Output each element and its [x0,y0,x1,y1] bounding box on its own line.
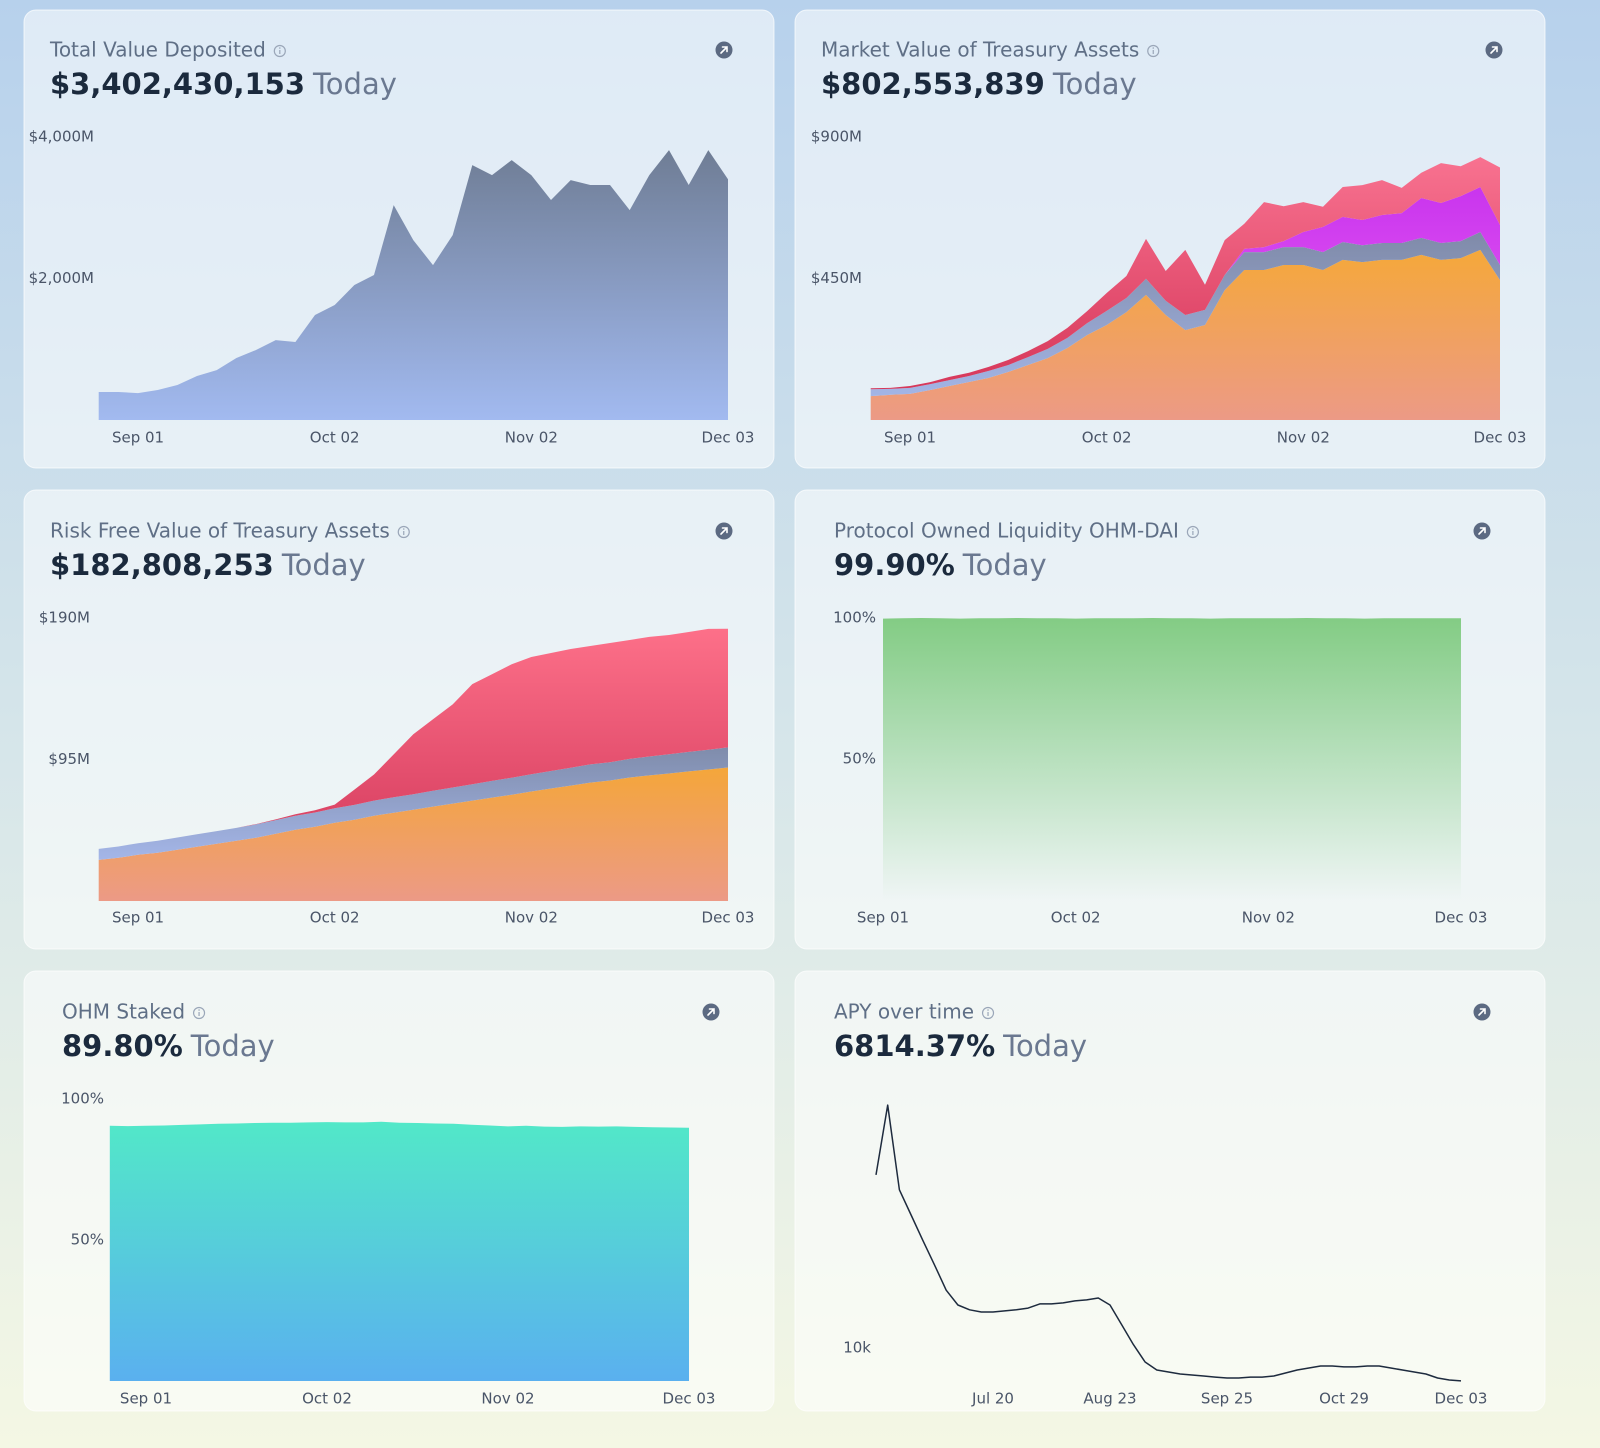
x-tick-label: Sep 01 [884,429,936,447]
x-tick-label: Jul 20 [971,1390,1014,1408]
x-tick-label: Dec 03 [663,1390,716,1408]
open-chart-button[interactable] [1473,522,1491,540]
x-tick-label: Oct 02 [310,429,360,447]
area [98,747,728,860]
headline-value: 89.80% [62,1029,183,1063]
area [98,767,728,901]
x-tick-label: Sep 01 [112,909,164,927]
x-tick-label: Oct 29 [1319,1390,1369,1408]
y-tick-label: $190M [39,609,90,627]
y-tick-label: 100% [833,609,876,627]
card-title: OHM Staked [62,1000,185,1024]
open-chart-button[interactable] [715,41,733,59]
x-tick-label: Oct 02 [1082,429,1132,447]
y-tick-label: $450M [811,269,862,287]
x-tick-label: Sep 01 [857,909,909,927]
area [98,150,728,420]
headline: $182,808,253 Today [50,548,366,582]
card [794,970,1546,1412]
card-title: Risk Free Value of Treasury Assets [50,519,390,543]
headline-suffix: Today [281,548,366,582]
open-chart-button[interactable] [1473,1003,1491,1021]
x-tick-label: Oct 02 [310,909,360,927]
area [870,232,1500,397]
y-tick-label: $95M [48,750,90,768]
line [875,1104,1462,1382]
headline: 89.80% Today [62,1029,275,1063]
y-tick-label: $4,000M [29,128,94,146]
area [883,618,1461,900]
x-tick-label: Oct 02 [1051,909,1101,927]
open-chart-button[interactable] [1485,41,1503,59]
headline: 6814.37% Today [834,1029,1087,1063]
x-tick-label: Dec 03 [1435,909,1488,927]
area [870,157,1500,390]
x-tick-label: Oct 02 [302,1390,352,1408]
headline-suffix: Today [190,1029,275,1063]
x-tick-label: Sep 01 [112,429,164,447]
info-icon [273,44,286,58]
headline-value: $802,553,839 [821,67,1045,101]
x-tick-label: Nov 02 [505,909,558,927]
open-chart-button[interactable] [715,522,733,540]
card-title: Market Value of Treasury Assets [821,38,1139,62]
y-tick-label: $2,000M [29,269,94,287]
area [870,249,1500,420]
x-tick-label: Dec 03 [1435,1390,1488,1408]
headline: 99.90% Today [834,548,1047,582]
headline-suffix: Today [962,548,1047,582]
headline-suffix: Today [1052,67,1137,101]
x-tick-label: Sep 25 [1201,1390,1253,1408]
headline-suffix: Today [312,67,397,101]
x-tick-label: Aug 23 [1083,1390,1136,1408]
x-tick-label: Nov 02 [1277,429,1330,447]
headline-value: 99.90% [834,548,955,582]
info-icon [1186,525,1199,539]
info-icon [981,1006,995,1020]
open-chart-button[interactable] [702,1003,720,1021]
area [98,628,728,849]
x-tick-label: Nov 02 [481,1390,534,1408]
x-tick-label: Dec 03 [702,429,755,447]
y-tick-label: 50% [71,1231,104,1249]
area [870,187,1500,390]
headline-value: $182,808,253 [50,548,274,582]
area [109,1121,690,1381]
headline: $3,402,430,153 Today [50,67,397,101]
x-tick-label: Sep 01 [120,1390,172,1408]
info-icon [397,525,410,539]
info-icon [192,1006,206,1020]
y-tick-label: $900M [811,128,862,146]
y-tick-label: 10k [843,1338,871,1356]
headline: $802,553,839 Today [821,67,1137,101]
y-tick-label: 50% [843,750,876,768]
x-tick-label: Nov 02 [1242,909,1295,927]
y-tick-label: 100% [61,1090,104,1108]
x-tick-label: Dec 03 [702,909,755,927]
x-tick-label: Dec 03 [1474,429,1527,447]
card-title: APY over time [834,1000,974,1024]
card-title: Total Value Deposited [49,38,266,62]
x-tick-label: Nov 02 [505,429,558,447]
info-icon [1147,44,1160,58]
card-title: Protocol Owned Liquidity OHM-DAI [834,519,1179,543]
headline-value: $3,402,430,153 [50,67,305,101]
headline-value: 6814.37% [834,1029,995,1063]
headline-suffix: Today [1002,1029,1087,1063]
